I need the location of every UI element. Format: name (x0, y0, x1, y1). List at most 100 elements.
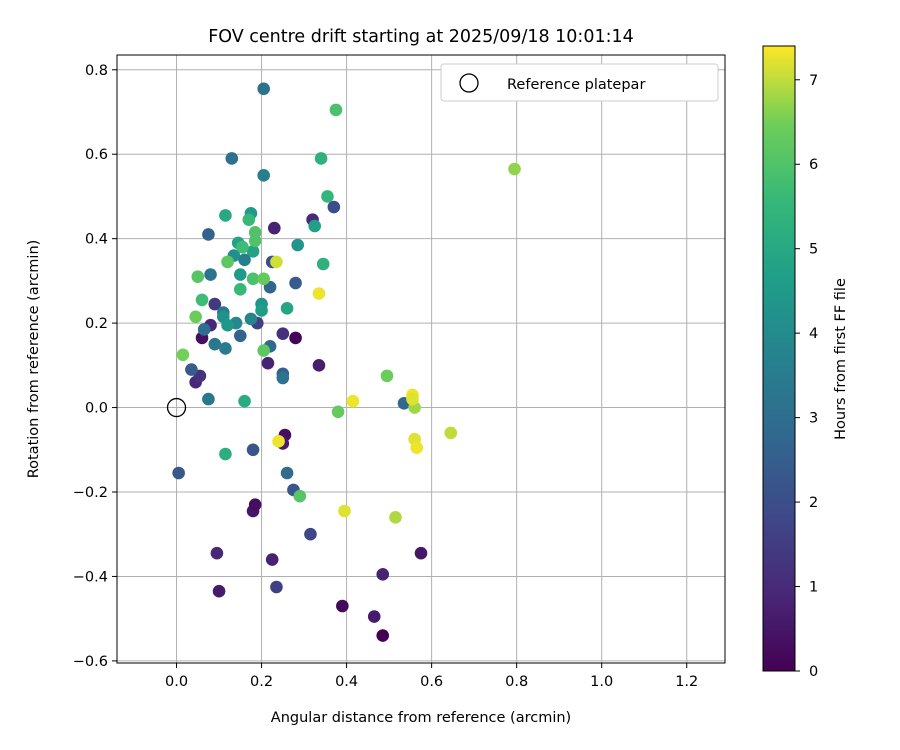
legend-box (440, 63, 719, 102)
data-point (270, 255, 283, 269)
data-point (236, 240, 249, 254)
x-axis-label: Angular distance from reference (arcmin) (271, 710, 571, 726)
data-point (234, 283, 247, 296)
colorbar-tick-label: 3 (809, 411, 818, 427)
data-point (212, 584, 226, 598)
data-point (191, 270, 205, 283)
data-point (255, 304, 268, 317)
data-point (248, 498, 262, 511)
data-point (244, 312, 258, 326)
data-point (336, 599, 349, 613)
data-point (219, 209, 232, 222)
data-point (280, 466, 294, 480)
data-point (304, 527, 317, 541)
data-point (195, 293, 209, 307)
data-point (176, 348, 190, 362)
data-point (331, 405, 345, 419)
colorbar-tick-label: 7 (809, 73, 818, 89)
x-tick-label: 1.0 (590, 674, 613, 690)
data-point (276, 327, 290, 340)
data-point (189, 310, 202, 324)
colorbar-tick-label: 4 (809, 326, 818, 342)
colorbar-tick-label: 0 (809, 664, 818, 680)
x-tick-label: 0.0 (165, 674, 188, 690)
legend-marker-icon (459, 73, 479, 93)
data-point (265, 553, 279, 566)
data-point (221, 255, 234, 269)
data-point (238, 253, 251, 267)
plot-frame (116, 54, 726, 664)
y-tick-label: −0.4 (73, 569, 108, 585)
data-point (338, 504, 351, 518)
data-point (367, 610, 381, 623)
data-point (444, 426, 458, 440)
data-point (185, 363, 198, 376)
data-point (314, 152, 328, 165)
data-point (257, 272, 270, 286)
data-point (219, 342, 232, 355)
y-tick-label: −0.2 (73, 485, 108, 501)
data-point (268, 221, 281, 235)
colorbar-tick-label: 2 (809, 495, 818, 511)
data-point (219, 447, 232, 461)
data-point (246, 245, 260, 258)
data-point (208, 297, 222, 311)
colorbar-label: Hours from first FF file (833, 278, 849, 440)
data-point (376, 568, 390, 581)
colorbar-gradient (762, 45, 796, 672)
data-point (202, 228, 215, 241)
data-point (329, 103, 343, 117)
data-point (508, 162, 521, 176)
y-tick-label: 0.2 (85, 316, 108, 332)
data-point (172, 466, 185, 480)
data-point (410, 441, 424, 454)
data-point (276, 371, 290, 385)
data-point (308, 219, 322, 233)
colorbar-tick-label: 1 (809, 580, 818, 596)
data-point (257, 344, 270, 357)
data-point (291, 238, 304, 252)
data-point (327, 200, 341, 214)
data-point (204, 268, 217, 281)
data-point (312, 287, 326, 300)
data-point (197, 323, 211, 336)
x-tick-label: 0.4 (335, 674, 358, 690)
x-tick-label: 0.8 (505, 674, 528, 690)
data-point (321, 190, 334, 203)
data-point (246, 443, 260, 457)
grid-lines (117, 55, 725, 663)
data-point (270, 580, 283, 594)
data-point (293, 489, 307, 503)
x-tick-label: 0.6 (420, 674, 443, 690)
colorbar-tick-label: 5 (809, 242, 818, 258)
data-point (272, 435, 285, 448)
legend: Reference platepar (440, 63, 719, 102)
data-point (312, 359, 326, 372)
data-point (346, 394, 360, 408)
x-tick-label: 0.2 (250, 674, 273, 690)
y-axis-ticks: −0.6 −0.4 −0.2 0.0 0.2 0.4 0.6 0.8 (73, 63, 117, 670)
data-point (261, 356, 275, 370)
x-tick-label: 1.2 (675, 674, 698, 690)
data-point (380, 369, 394, 383)
data-point (234, 329, 247, 343)
data-points (172, 82, 521, 642)
data-point (414, 546, 428, 560)
data-point (389, 511, 402, 524)
y-tick-label: 0.0 (85, 401, 108, 417)
data-point (246, 272, 260, 286)
data-point (234, 268, 247, 281)
x-axis-ticks: 0.0 0.2 0.4 0.6 0.8 1.0 1.2 (165, 663, 698, 690)
legend-label: Reference platepar (507, 77, 645, 93)
data-point (208, 337, 222, 351)
reference-platepar-marker (166, 397, 187, 418)
data-point (221, 318, 234, 332)
data-point (280, 302, 294, 315)
y-tick-label: 0.4 (85, 232, 108, 248)
colorbar-ticks: 0 1 2 3 4 5 6 7 (795, 73, 818, 680)
y-tick-label: −0.6 (73, 654, 108, 670)
data-point (248, 226, 262, 239)
data-point (406, 392, 419, 406)
colorbar: 0 1 2 3 4 5 6 7 Hours from first FF file (762, 45, 849, 680)
